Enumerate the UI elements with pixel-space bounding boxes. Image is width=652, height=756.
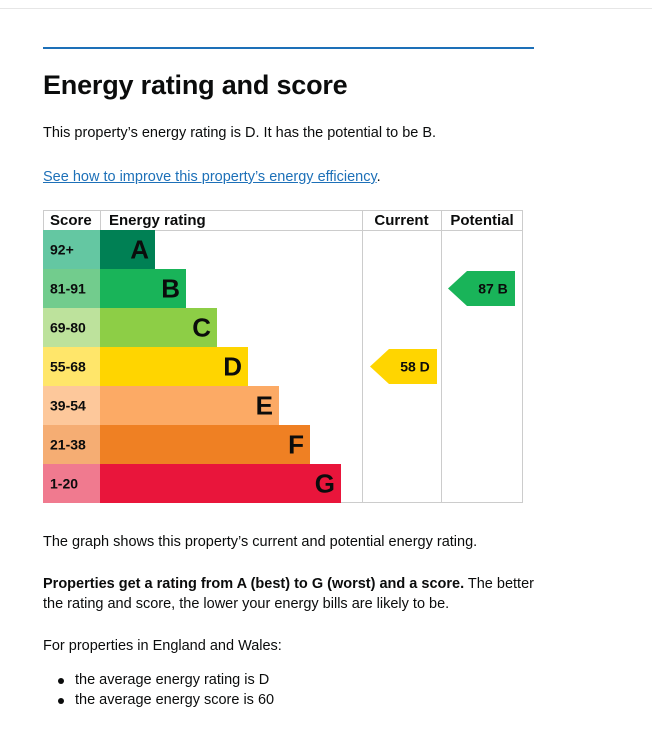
header-current: Current — [374, 212, 428, 229]
energy-rating-chart: Score Energy rating Current Potential 92+ A 81… — [43, 210, 523, 503]
header-potential: Potential — [450, 212, 513, 229]
band-letter-a: A — [130, 235, 149, 265]
epc-graph: Score Energy rating Current Potential 92+ A 81… — [43, 210, 523, 503]
band-range-b: 81-91 — [50, 281, 86, 297]
header-score: Score — [50, 212, 92, 229]
ratings-explanation-rest: The better the rating and score, the low… — [43, 576, 534, 612]
band-bar-c — [100, 308, 217, 347]
potential-rating-arrow — [448, 271, 515, 306]
band-range-d: 55-68 — [50, 359, 86, 375]
header-energy-rating: Energy rating — [109, 212, 206, 229]
band-letter-f: F — [288, 430, 304, 460]
band-bar-e — [100, 386, 279, 425]
band-bar-d — [100, 347, 248, 386]
section-divider — [43, 47, 534, 49]
band-bar-f — [100, 425, 310, 464]
band-letter-g: G — [315, 469, 335, 499]
band-range-cell-e — [43, 386, 100, 425]
band-bar-a — [100, 230, 155, 269]
band-bar-b — [100, 269, 186, 308]
current-rating-label: 58 D — [400, 359, 430, 375]
region-note: For properties in England and Wales: — [43, 638, 282, 654]
band-letter-b: B — [161, 274, 180, 304]
link-suffix: . — [376, 169, 381, 185]
band-range-cell-b — [43, 269, 100, 308]
band-letter-c: C — [192, 313, 211, 343]
band-range-a: 92+ — [50, 242, 74, 258]
page-title: Energy rating and score — [43, 70, 348, 100]
rating-intro: This property’s energy rating is D. It h… — [43, 125, 437, 141]
improve-link-line: See how to improve this property’s energ… — [43, 167, 381, 187]
average-rating-item: the average energy rating is D — [43, 670, 274, 690]
band-letter-e: E — [256, 391, 273, 421]
ratings-explanation-bold: Properties get a rating from A (best) to… — [43, 576, 465, 592]
current-rating-arrow — [370, 349, 437, 384]
page-top-border — [0, 8, 652, 9]
band-range-cell-c — [43, 308, 100, 347]
band-range-c: 69-80 — [50, 320, 86, 336]
band-range-e: 39-54 — [50, 398, 86, 414]
improve-efficiency-link[interactable]: See how to improve this property’s energ… — [43, 169, 377, 185]
band-bar-g — [100, 464, 341, 503]
band-letter-d: D — [223, 352, 242, 382]
averages-list: the average energy rating is D the avera… — [43, 670, 274, 710]
ratings-explanation: Properties get a rating from A (best) to… — [43, 574, 543, 614]
band-range-cell-a — [43, 230, 100, 269]
band-range-cell-g — [43, 464, 100, 503]
average-score-item: the average energy score is 60 — [43, 690, 274, 710]
potential-rating-label: 87 B — [478, 281, 508, 297]
graph-summary: The graph shows this property’s current … — [43, 534, 478, 550]
band-range-f: 21-38 — [50, 437, 86, 453]
band-range-cell-f — [43, 425, 100, 464]
band-range-g: 1-20 — [50, 476, 78, 492]
band-range-cell-d — [43, 347, 100, 386]
